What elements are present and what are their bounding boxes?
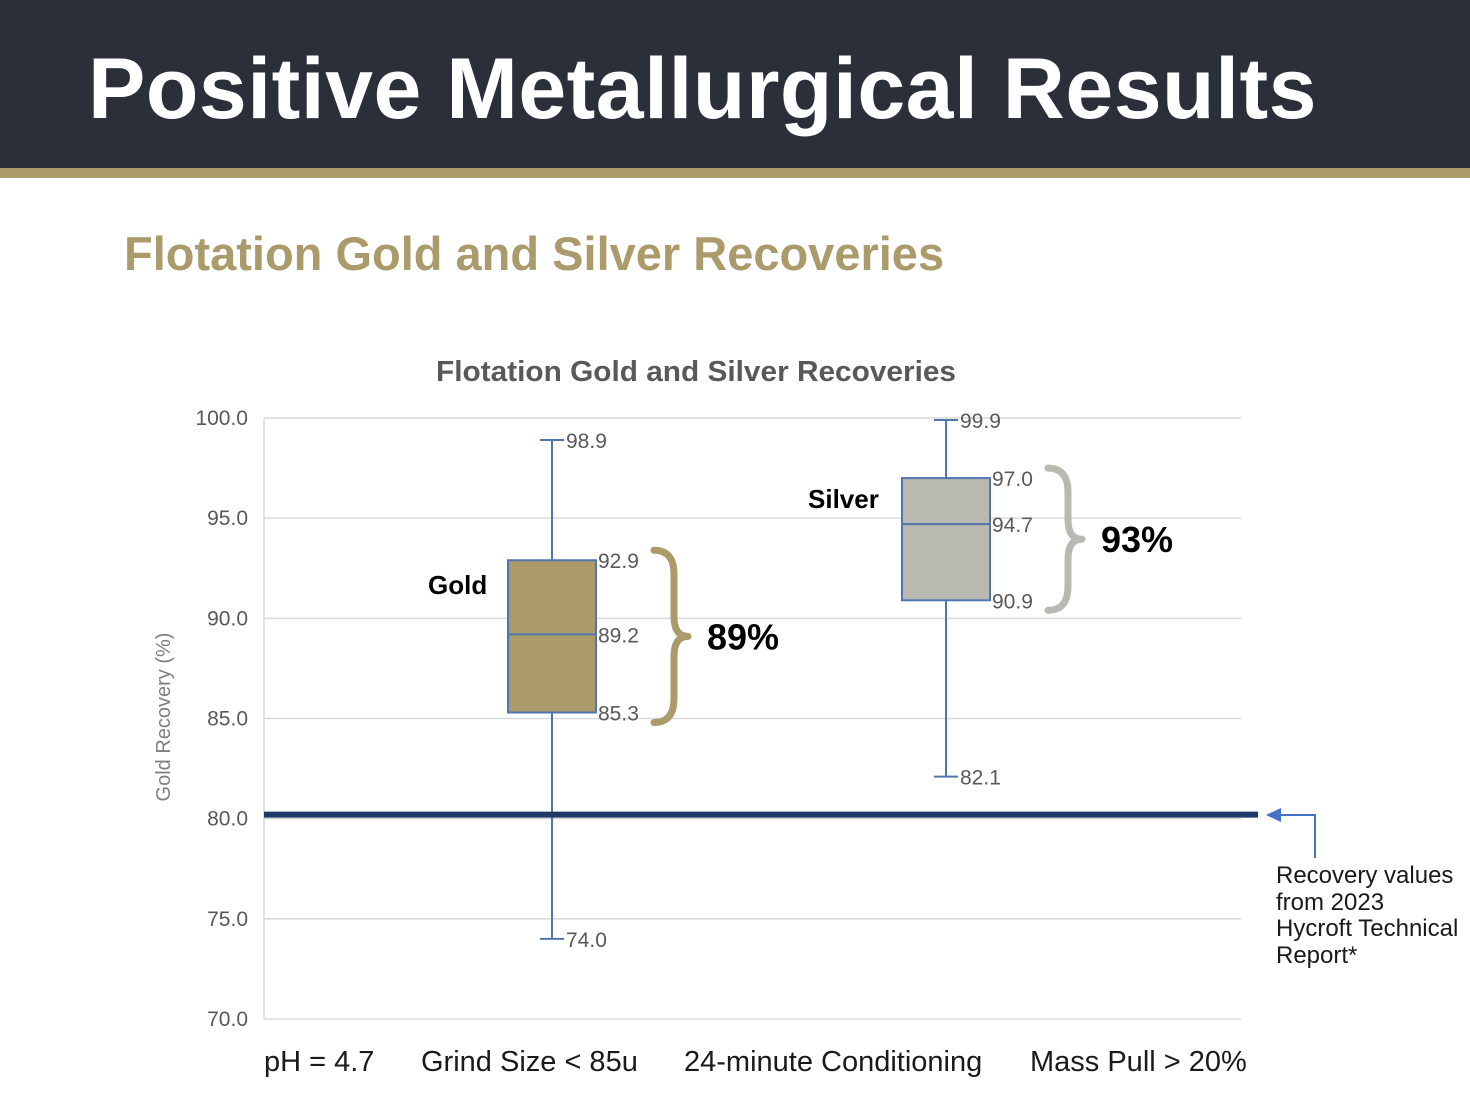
silver-q3-label: 97.0 bbox=[992, 468, 1033, 491]
gold-q3-label: 92.9 bbox=[598, 550, 639, 573]
y-tick-label: 100.0 bbox=[195, 407, 248, 430]
gold-summary-percent: 89% bbox=[707, 616, 779, 657]
gold-iqr-brace bbox=[650, 546, 692, 726]
gold-median-label: 89.2 bbox=[598, 624, 639, 647]
condition-conditioning-time: 24-minute Conditioning bbox=[684, 1046, 983, 1078]
y-tick-label: 95.0 bbox=[207, 507, 248, 530]
y-tick-label: 75.0 bbox=[207, 908, 248, 931]
y-tick-label: 70.0 bbox=[207, 1008, 248, 1031]
y-tick-label: 80.0 bbox=[207, 808, 248, 831]
header-accent-rule bbox=[0, 168, 1470, 178]
condition-mass-pull: Mass Pull > 20% bbox=[1030, 1046, 1247, 1078]
annotation-arrow-head bbox=[1266, 808, 1281, 822]
slide-subtitle: Flotation Gold and Silver Recoveries bbox=[124, 227, 945, 280]
silver-iqr-box bbox=[901, 477, 991, 602]
silver-series-label: Silver bbox=[808, 484, 879, 514]
gold-q1-label: 85.3 bbox=[598, 702, 639, 725]
silver-q1-label: 90.9 bbox=[992, 590, 1033, 613]
silver-iqr-brace bbox=[1044, 464, 1086, 614]
y-tick-label: 85.0 bbox=[207, 708, 248, 731]
y-axis-title: Gold Recovery (%) bbox=[153, 633, 175, 802]
silver-median-label: 94.7 bbox=[992, 514, 1033, 537]
condition-grind-size: Grind Size < 85u bbox=[421, 1046, 638, 1078]
chart-title: Flotation Gold and Silver Recoveries bbox=[436, 356, 956, 388]
gold-series-label: Gold bbox=[428, 570, 487, 600]
header-bar bbox=[0, 0, 1470, 168]
y-tick-label: 90.0 bbox=[207, 607, 248, 630]
gold-min-label: 74.0 bbox=[566, 929, 607, 952]
slide-title: Positive Metallurgical Results bbox=[88, 41, 1317, 137]
silver-min-label: 82.1 bbox=[960, 767, 1001, 790]
condition-ph: pH = 4.7 bbox=[264, 1046, 375, 1078]
silver-summary-percent: 93% bbox=[1101, 519, 1173, 560]
annotation-arrow-line bbox=[1280, 814, 1316, 858]
gold-iqr-box bbox=[507, 559, 597, 714]
silver-max-label: 99.9 bbox=[960, 410, 1001, 433]
threshold-annotation: Recovery values from 2023 Hycroft Techni… bbox=[1276, 862, 1459, 969]
gold-max-label: 98.9 bbox=[566, 430, 607, 453]
